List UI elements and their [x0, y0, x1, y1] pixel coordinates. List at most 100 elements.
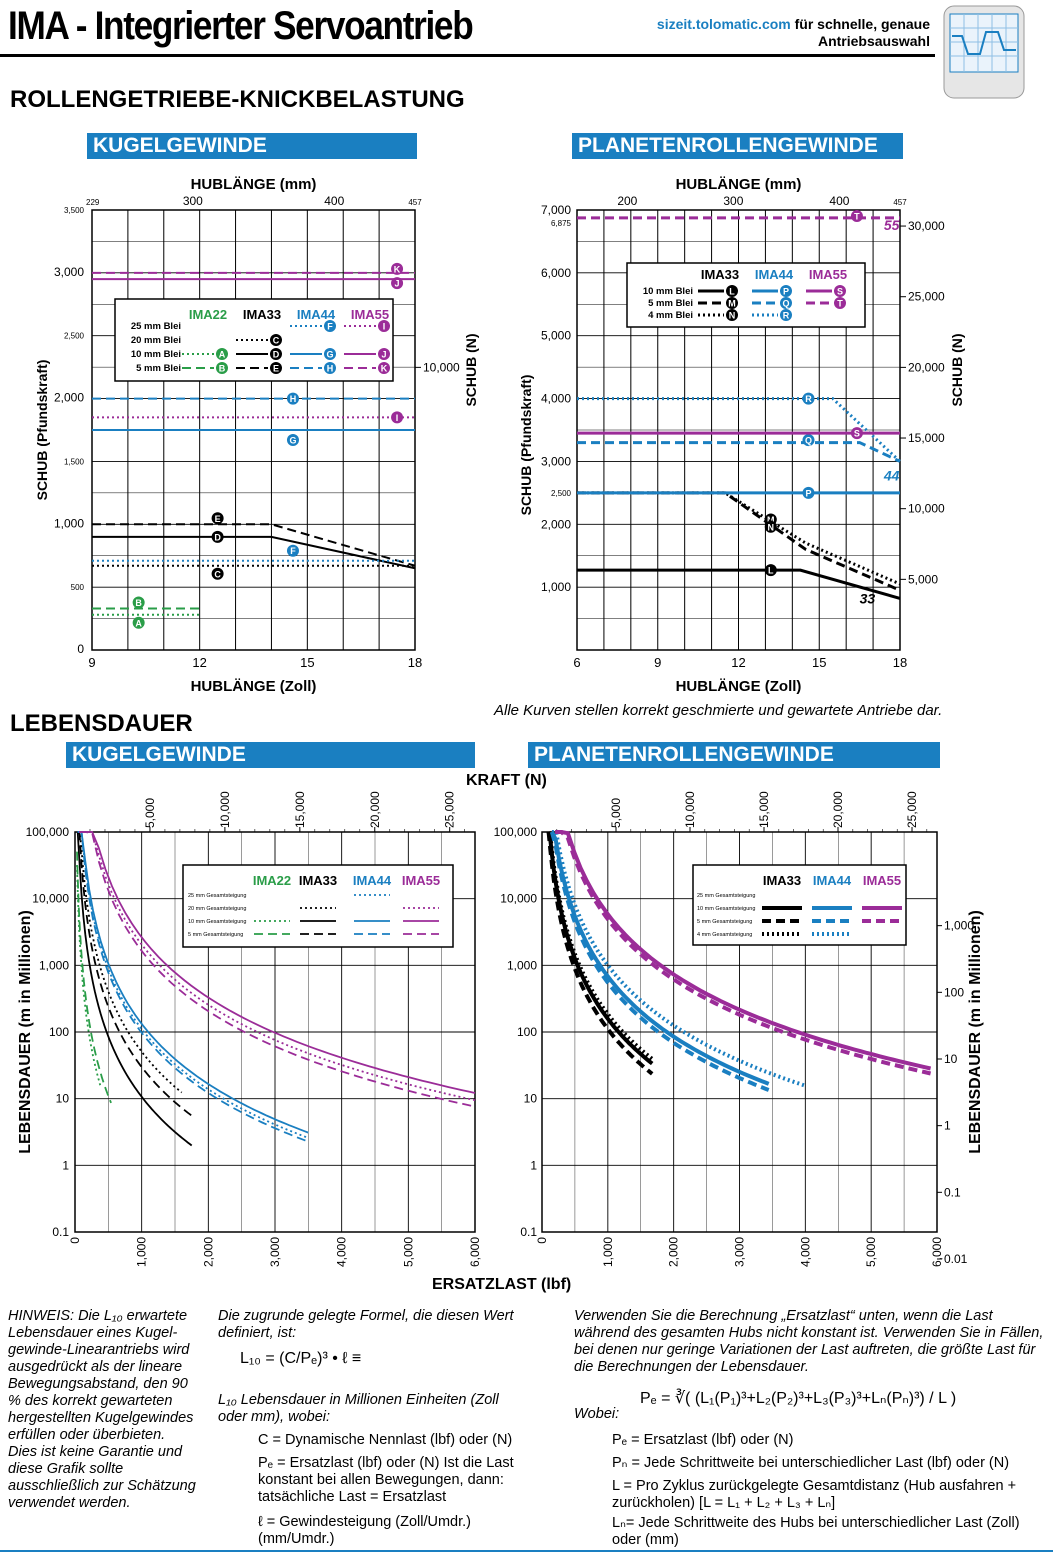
x2-tick-label: 15,000 — [757, 791, 771, 828]
x-tick-label: 4,000 — [798, 1237, 812, 1267]
y-tick-label: 1,000 — [541, 580, 571, 594]
legend-header: IMA44 — [353, 873, 392, 888]
series-J-marker — [391, 277, 404, 290]
legend-S-marker-label: S — [837, 287, 843, 297]
legend-E-marker-label: E — [273, 364, 279, 374]
y-tick-label: 1,000 — [507, 958, 537, 972]
sizeit-banner[interactable]: sizeit.tolomatic.com für schnelle, genau… — [640, 16, 930, 50]
x-tick-label: 2,000 — [201, 1237, 215, 1267]
x-tick-label: 4,000 — [335, 1237, 349, 1267]
x2-tick-label: 20,000 — [368, 791, 382, 828]
series-S-marker — [850, 427, 863, 440]
series-Q-marker-label: Q — [805, 436, 812, 446]
series-B-marker-label: B — [135, 598, 142, 608]
series-line-Q — [577, 441, 901, 463]
y-tick-label: 0 — [77, 642, 84, 656]
pn-definition: Pₙ = Jede Schrittweite bei unterschiedli… — [612, 1455, 1010, 1471]
x-tick-label: 2,000 — [667, 1237, 681, 1267]
l10-definition: L₁₀ Lebensdauer in Millionen Einheiten (… — [218, 1392, 499, 1425]
x-tick-label: 3,000 — [733, 1237, 747, 1267]
knick-kugel-bar: KUGELGEWINDE — [87, 133, 417, 159]
legend-row-label: 5 mm Blei — [648, 298, 693, 309]
sizeit-chart-icon[interactable] — [940, 2, 1028, 102]
knick-planet-chart: 6 9 12 15 18 1,000 2,000 3,000 4,000 5,000 6,000 7,… — [518, 176, 965, 695]
legend-F-marker — [324, 320, 336, 332]
legend-row-label: 25 mm Gesamtsteigung — [697, 893, 755, 899]
y2-tick-label: 15,000 — [908, 431, 945, 445]
y-tick-label: 2,000 — [541, 517, 571, 531]
x2-axis-title: HUBLÄNGE (mm) — [191, 176, 317, 193]
x2-tick-label: 300 — [183, 194, 203, 208]
legend-box — [692, 864, 907, 946]
y-tick-label: 100 — [517, 1025, 537, 1039]
legend-L-marker — [726, 285, 738, 297]
life-curve-IMA33-10mm — [76, 831, 193, 1147]
plot-frame — [576, 209, 901, 651]
x2-tick-label: 229 — [86, 198, 100, 207]
legend-header: IMA44 — [297, 307, 336, 322]
y2-tick-label: 10,000 — [908, 502, 945, 516]
x2-tick-label: 457 — [893, 198, 907, 207]
knick-kugel-chart: 9 12 15 18 0 500 1,000 1,500 2,000 2,500 3,000 3,50… — [34, 176, 479, 695]
x-tick-label: 5,000 — [401, 1237, 415, 1267]
y-tick-label: 10,000 — [32, 892, 69, 906]
y-tick-label: 3,000 — [541, 454, 571, 468]
x-tick-label: 6 — [573, 655, 580, 670]
x-tick-label: 9 — [654, 655, 661, 670]
legend-B-marker-label: B — [219, 364, 226, 374]
series-line-E — [92, 523, 416, 567]
sizeit-text-1: für schnelle, genaue — [790, 16, 930, 32]
end-label: 33 — [860, 591, 876, 607]
series-P-marker-label: P — [805, 488, 811, 498]
y-tick-label: 7,000 — [541, 203, 571, 217]
x2-tick-label: 5,000 — [143, 798, 157, 828]
series-I-marker — [391, 411, 404, 424]
y2-axis-title: SCHUB (N) — [949, 333, 965, 406]
x-tick-label: 0 — [535, 1237, 549, 1244]
x2-tick-label: 15,000 — [293, 791, 307, 828]
life-curve-IMA55-10mm — [555, 830, 932, 1071]
legend-B-marker — [216, 362, 228, 374]
series-H-marker — [286, 392, 299, 405]
plot-frame — [74, 831, 476, 1233]
x-tick-label: 1,000 — [135, 1237, 149, 1267]
y2-tick-label: 30,000 — [908, 219, 945, 233]
legend-G-marker — [324, 348, 336, 360]
legend-J-marker-label: J — [381, 350, 386, 360]
legend-H-marker — [324, 362, 336, 374]
y-tick-label: 1,000 — [54, 516, 84, 530]
y-tick-label: 10 — [56, 1092, 70, 1106]
life-curve-IMA22-5mm — [76, 851, 112, 1104]
legend-L-marker-label: L — [729, 287, 735, 297]
ln-definition: Lₙ= Jede Schrittweite des Hubs bei unter… — [612, 1515, 1020, 1548]
x2-tick-label: 25,000 — [443, 791, 457, 828]
legend-I-marker-label: I — [383, 322, 386, 332]
life-curve-IMA33-20mm — [77, 831, 183, 1094]
header-rule — [0, 54, 935, 57]
x-axis-title: HUBLÄNGE (Zoll) — [191, 678, 317, 695]
legend-D-marker — [270, 348, 282, 360]
life-curve-IMA55-10mm — [79, 831, 476, 1094]
y-axis-title: SCHUB (Pfundskraft) — [518, 375, 534, 516]
y-tick-label: 0.1 — [52, 1225, 69, 1239]
legend-header: IMA33 — [701, 267, 739, 282]
legend-row-label: 20 mm Blei — [131, 335, 181, 346]
life-kugel-bar: KUGELGEWINDE — [66, 742, 475, 768]
y2-tick-label: 0.01 — [944, 1252, 968, 1266]
y-tick-label: 6,000 — [541, 266, 571, 280]
pe2-definition: Pₑ = Ersatzlast (lbf) oder (N) — [612, 1432, 794, 1448]
life-section-title: LEBENSDAUER — [10, 710, 193, 737]
y-tick-label: 1 — [530, 1158, 537, 1172]
x-tick-label: 12 — [192, 655, 206, 670]
legend-header: IMA33 — [763, 873, 801, 888]
sizeit-link[interactable]: sizeit.tolomatic.com — [656, 16, 791, 32]
y-tick-label: 10 — [524, 1092, 538, 1106]
legend-header: IMA22 — [189, 307, 227, 322]
y-tick-label: 1 — [62, 1158, 69, 1172]
life-planet-bar: PLANETENROLLENGEWINDE — [528, 742, 940, 768]
series-P-marker — [802, 486, 815, 499]
y2-tick-label: 100 — [944, 985, 964, 999]
series-C-marker — [211, 567, 224, 580]
legend-Q-marker — [780, 297, 792, 309]
series-line-D — [92, 535, 416, 570]
